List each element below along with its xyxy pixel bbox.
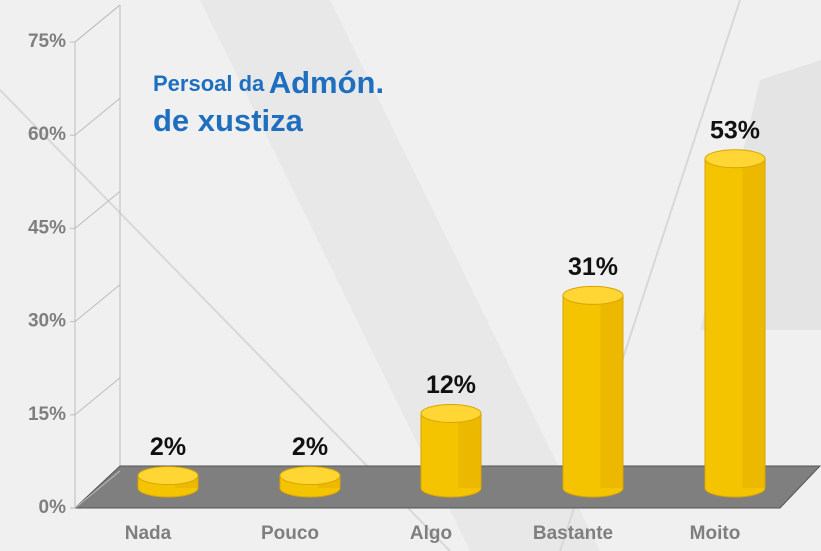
bar — [704, 149, 766, 498]
bar — [137, 466, 199, 498]
value-label: 2% — [150, 433, 186, 461]
value-label: 2% — [292, 433, 328, 461]
bar-top — [562, 285, 624, 305]
bar-top — [137, 466, 199, 486]
y-tick-label: 60% — [28, 124, 66, 145]
bar-shade — [458, 413, 481, 488]
chart-title: Persoal da Admón. — [153, 65, 384, 100]
grid-line — [74, 284, 121, 322]
x-tick-label: Bastante — [533, 523, 613, 544]
bar — [562, 285, 624, 498]
y-tick-label: 75% — [28, 31, 66, 52]
bar-shade — [742, 158, 765, 488]
bar-top — [279, 466, 341, 486]
y-tick-label: 0% — [39, 497, 67, 518]
title-part: Admón. — [269, 65, 384, 100]
grid-line — [74, 191, 121, 229]
y-tick-label: 15% — [28, 404, 66, 425]
bar-shade — [600, 295, 623, 488]
chart-title: de xustiza — [153, 103, 304, 138]
grid-line — [74, 377, 121, 416]
bar — [279, 466, 341, 498]
x-tick-label: Pouco — [261, 523, 319, 544]
y-tick-label: 45% — [28, 217, 66, 238]
x-tick-label: Nada — [125, 523, 172, 544]
grid-line — [74, 97, 121, 136]
bar — [420, 403, 482, 498]
bar-top — [704, 149, 766, 169]
decor — [200, 0, 600, 551]
value-label: 31% — [568, 253, 618, 281]
value-label: 53% — [710, 116, 760, 144]
grid-line — [74, 4, 121, 43]
value-label: 12% — [426, 371, 476, 399]
x-tick-label: Algo — [410, 523, 452, 544]
x-tick-label: Moito — [690, 523, 741, 544]
grid-line — [74, 470, 121, 509]
title-part: Persoal da — [153, 71, 265, 96]
bar-top — [420, 403, 482, 423]
y-tick-label: 30% — [28, 311, 66, 332]
